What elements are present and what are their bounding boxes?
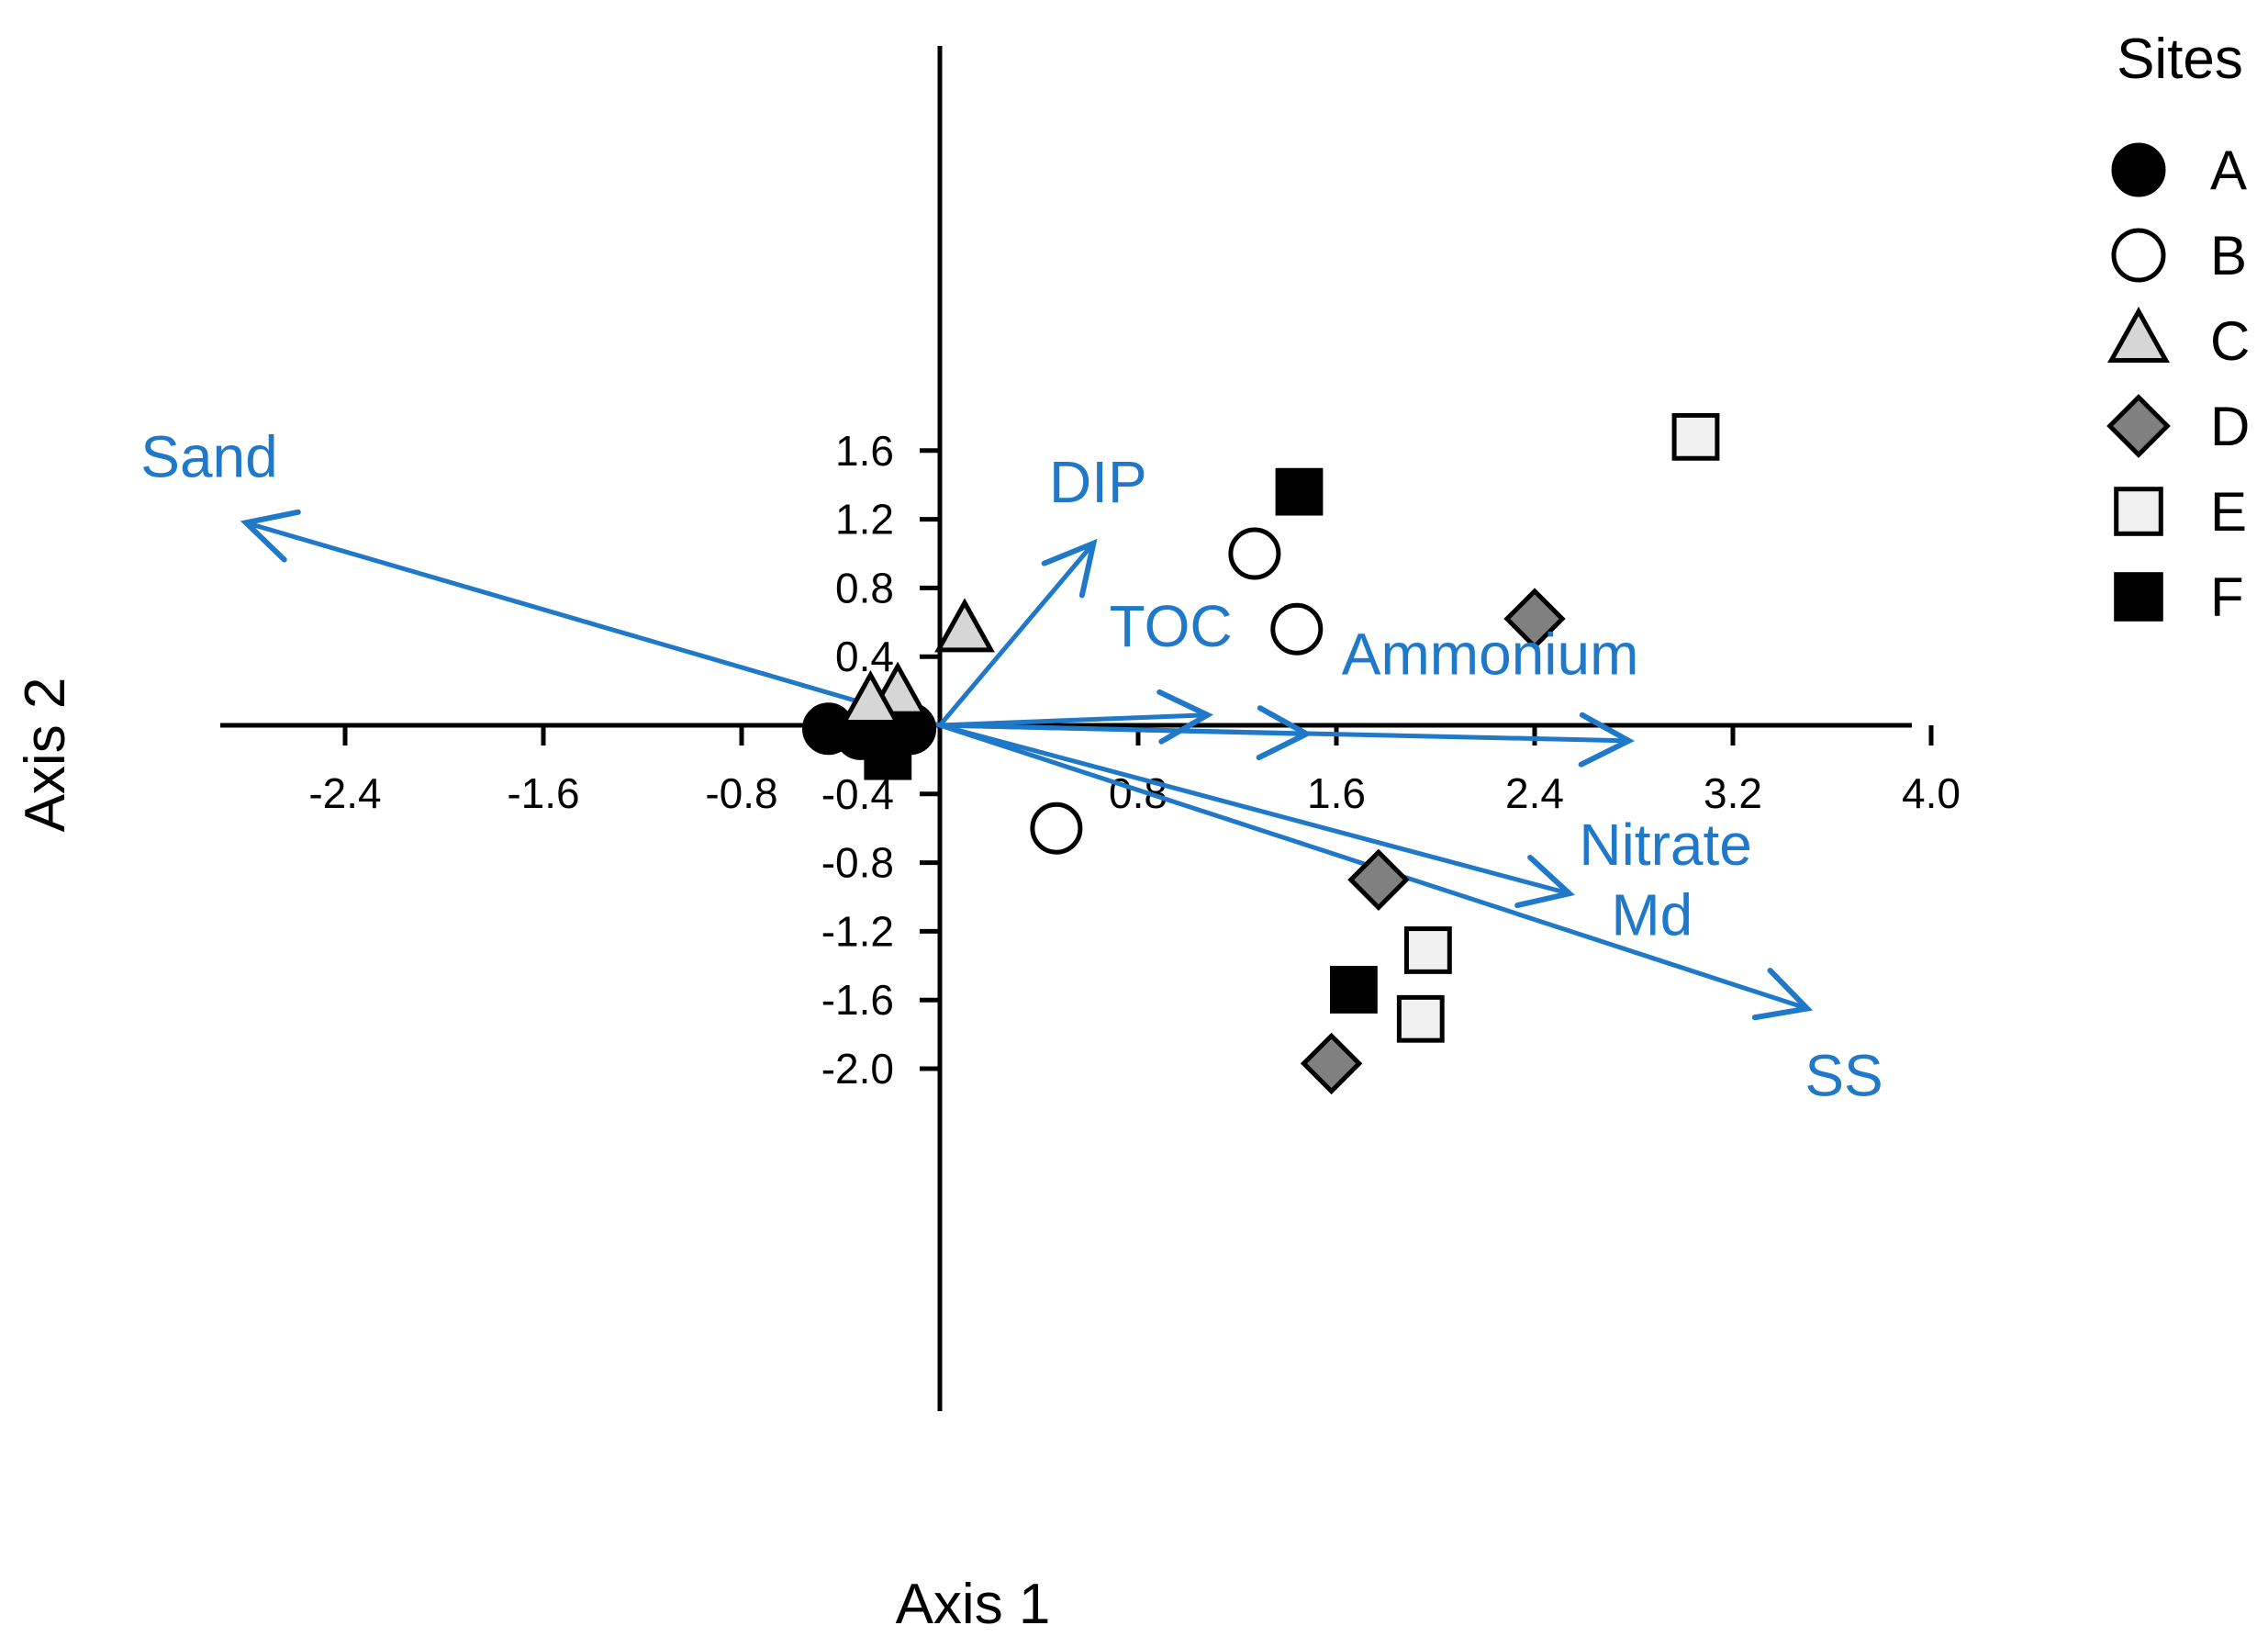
site-d-point	[1503, 588, 1566, 650]
vector-label-ss: SS	[1804, 1043, 1883, 1109]
legend-marker-c	[2107, 307, 2170, 364]
vector-toc	[939, 712, 1208, 728]
vector-arrowhead-md	[1514, 854, 1576, 909]
legend-label-b: B	[2210, 225, 2247, 286]
x-tick-label: -1.6	[507, 769, 579, 817]
y-tick-label: -0.8	[821, 839, 894, 887]
vector-nitrate	[939, 723, 1629, 744]
x-tick-label: 1.6	[1307, 769, 1366, 817]
legend-marker-f	[2114, 572, 2163, 622]
vector-label-ammonium: Ammonium	[1342, 621, 1639, 687]
legend-label-d: D	[2210, 396, 2250, 457]
site-f-point	[1275, 467, 1324, 516]
legend-marker-a	[2111, 142, 2166, 197]
site-e-point	[1404, 926, 1452, 974]
x-tick-label: -2.4	[308, 769, 381, 817]
x-tick-label: -0.8	[705, 769, 777, 817]
y-tick-label: 1.2	[835, 496, 894, 544]
legend-title: Sites	[2117, 28, 2243, 91]
y-tick-label: 0.4	[835, 633, 894, 680]
x-tick-label: 3.2	[1704, 769, 1762, 817]
vector-sand	[245, 520, 941, 728]
legend-label-f: F	[2210, 566, 2244, 628]
x-tick-label: 4.0	[1902, 769, 1961, 817]
vector-md	[939, 723, 1570, 896]
site-e-point	[1396, 994, 1445, 1043]
vector-label-nitrate: Nitrate	[1579, 812, 1752, 878]
axes: -2.4 -1.6 -0.8 0.8 1.6 2.4 3.2 4.01.61.20.80.4-…	[220, 46, 1961, 1411]
site-c-point	[934, 598, 995, 653]
vector-dip	[938, 542, 1096, 727]
site-b-point	[1228, 527, 1281, 580]
site-f-point	[864, 732, 912, 780]
legend-label-c: C	[2210, 310, 2250, 372]
site-b-point	[1270, 602, 1324, 656]
site-e-point	[1671, 412, 1720, 461]
y-axis-title: Axis 2	[14, 678, 77, 833]
y-tick-label: -2.0	[821, 1045, 894, 1093]
site-points	[802, 412, 1720, 1095]
site-d-point	[1300, 1032, 1363, 1095]
y-tick-label: 0.8	[835, 564, 894, 611]
environmental-vectors	[240, 509, 1814, 1021]
x-tick-label: 2.4	[1505, 769, 1564, 817]
vector-label-dip: DIP	[1049, 449, 1147, 515]
legend-label-e: E	[2210, 481, 2247, 543]
vector-arrowhead-ss	[1751, 967, 1814, 1021]
x-axis-title: Axis 1	[896, 1573, 1051, 1636]
legend-marker-b	[2111, 228, 2166, 283]
site-d-point	[1347, 848, 1410, 911]
vector-label-md: Md	[1611, 881, 1693, 947]
site-f-point	[1330, 966, 1378, 1014]
vector-label-toc: TOC	[1110, 593, 1233, 659]
y-tick-label: 1.6	[835, 427, 894, 475]
legend-marker-d	[2106, 394, 2171, 458]
y-tick-label: -1.2	[821, 907, 894, 955]
vector-label-sand: Sand	[140, 423, 277, 489]
legend-marker-e	[2114, 487, 2163, 536]
site-b-point	[1030, 802, 1083, 855]
vector-arrowhead-dip	[1041, 538, 1098, 599]
vector-arrowhead-nitrate	[1578, 712, 1636, 768]
legend-label-a: A	[2210, 140, 2247, 201]
site-c-point	[840, 669, 901, 724]
vector-arrowhead-sand	[240, 509, 301, 563]
y-tick-label: -1.6	[821, 976, 894, 1024]
